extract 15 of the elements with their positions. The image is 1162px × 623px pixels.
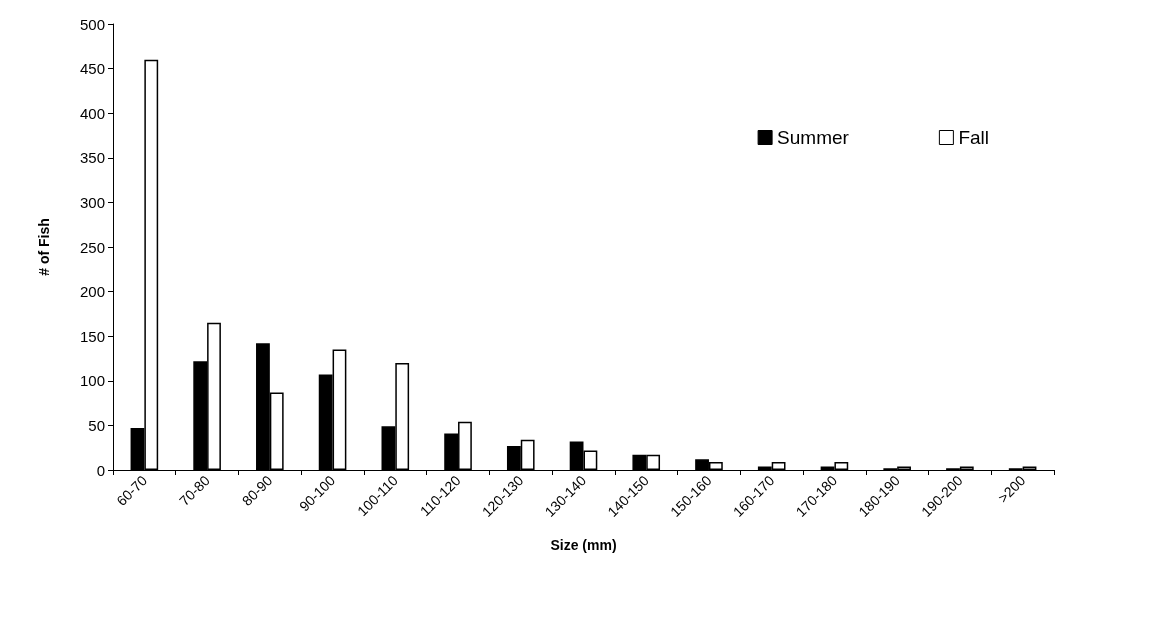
y-tick-label: 450 xyxy=(79,60,105,78)
y-tick-label: 0 xyxy=(96,461,105,479)
y-tick-label: 500 xyxy=(79,15,105,33)
legend-label: Summer xyxy=(777,127,850,148)
y-tick-label: 150 xyxy=(79,327,105,345)
y-tick-label: 100 xyxy=(79,372,105,390)
x-axis-title: Size (mm) xyxy=(550,537,617,553)
y-tick-label: 300 xyxy=(79,193,105,211)
y-tick-label: 400 xyxy=(79,104,105,122)
y-axis-title: # of Fish xyxy=(36,218,52,276)
y-tick-label: 200 xyxy=(79,283,105,301)
y-tick-label: 350 xyxy=(79,149,105,167)
y-tick-label: 50 xyxy=(88,416,105,434)
y-tick-label: 250 xyxy=(79,238,105,256)
legend-label: Fall xyxy=(958,127,990,148)
